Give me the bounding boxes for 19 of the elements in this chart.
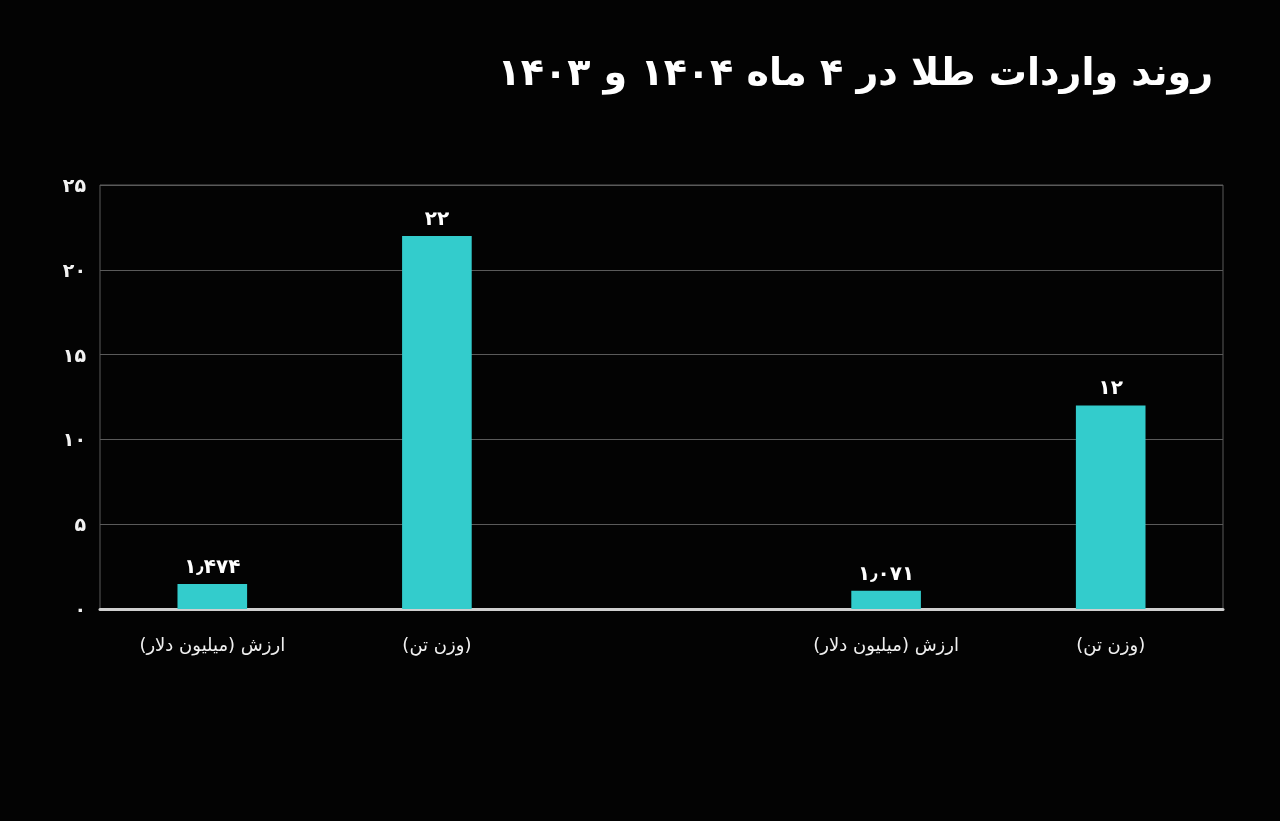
bar xyxy=(1075,405,1146,609)
chart-title: روند واردات طلا در ۴ ماه ۱۴۰۴ و ۱۴۰۳ xyxy=(497,50,1214,95)
data-label: ۱٫۴۷۴ xyxy=(184,554,241,578)
y-tick-label: ۱۰ xyxy=(62,428,86,451)
bar xyxy=(851,590,921,609)
data-label: ۱۲ xyxy=(1098,375,1123,400)
y-tick-label: ۲۵ xyxy=(62,174,87,196)
data-label: ۲۲ xyxy=(424,205,450,230)
x-tick-label: ارزش (میلیون دلار) xyxy=(813,633,960,656)
y-tick-label: ۰ xyxy=(74,598,86,620)
y-tick-label: ۵ xyxy=(74,513,87,536)
bar xyxy=(402,235,472,609)
y-tick-label: ۲۰ xyxy=(62,258,86,281)
x-tick-label: (وزن تن) xyxy=(1076,633,1146,656)
x-tick-label: ارزش (میلیون دلار) xyxy=(139,633,286,656)
y-tick-label: ۱۵ xyxy=(62,343,87,366)
x-tick-label: (وزن تن) xyxy=(402,633,472,656)
data-label: ۱٫۰۷۱ xyxy=(857,560,915,585)
bar xyxy=(177,584,248,609)
